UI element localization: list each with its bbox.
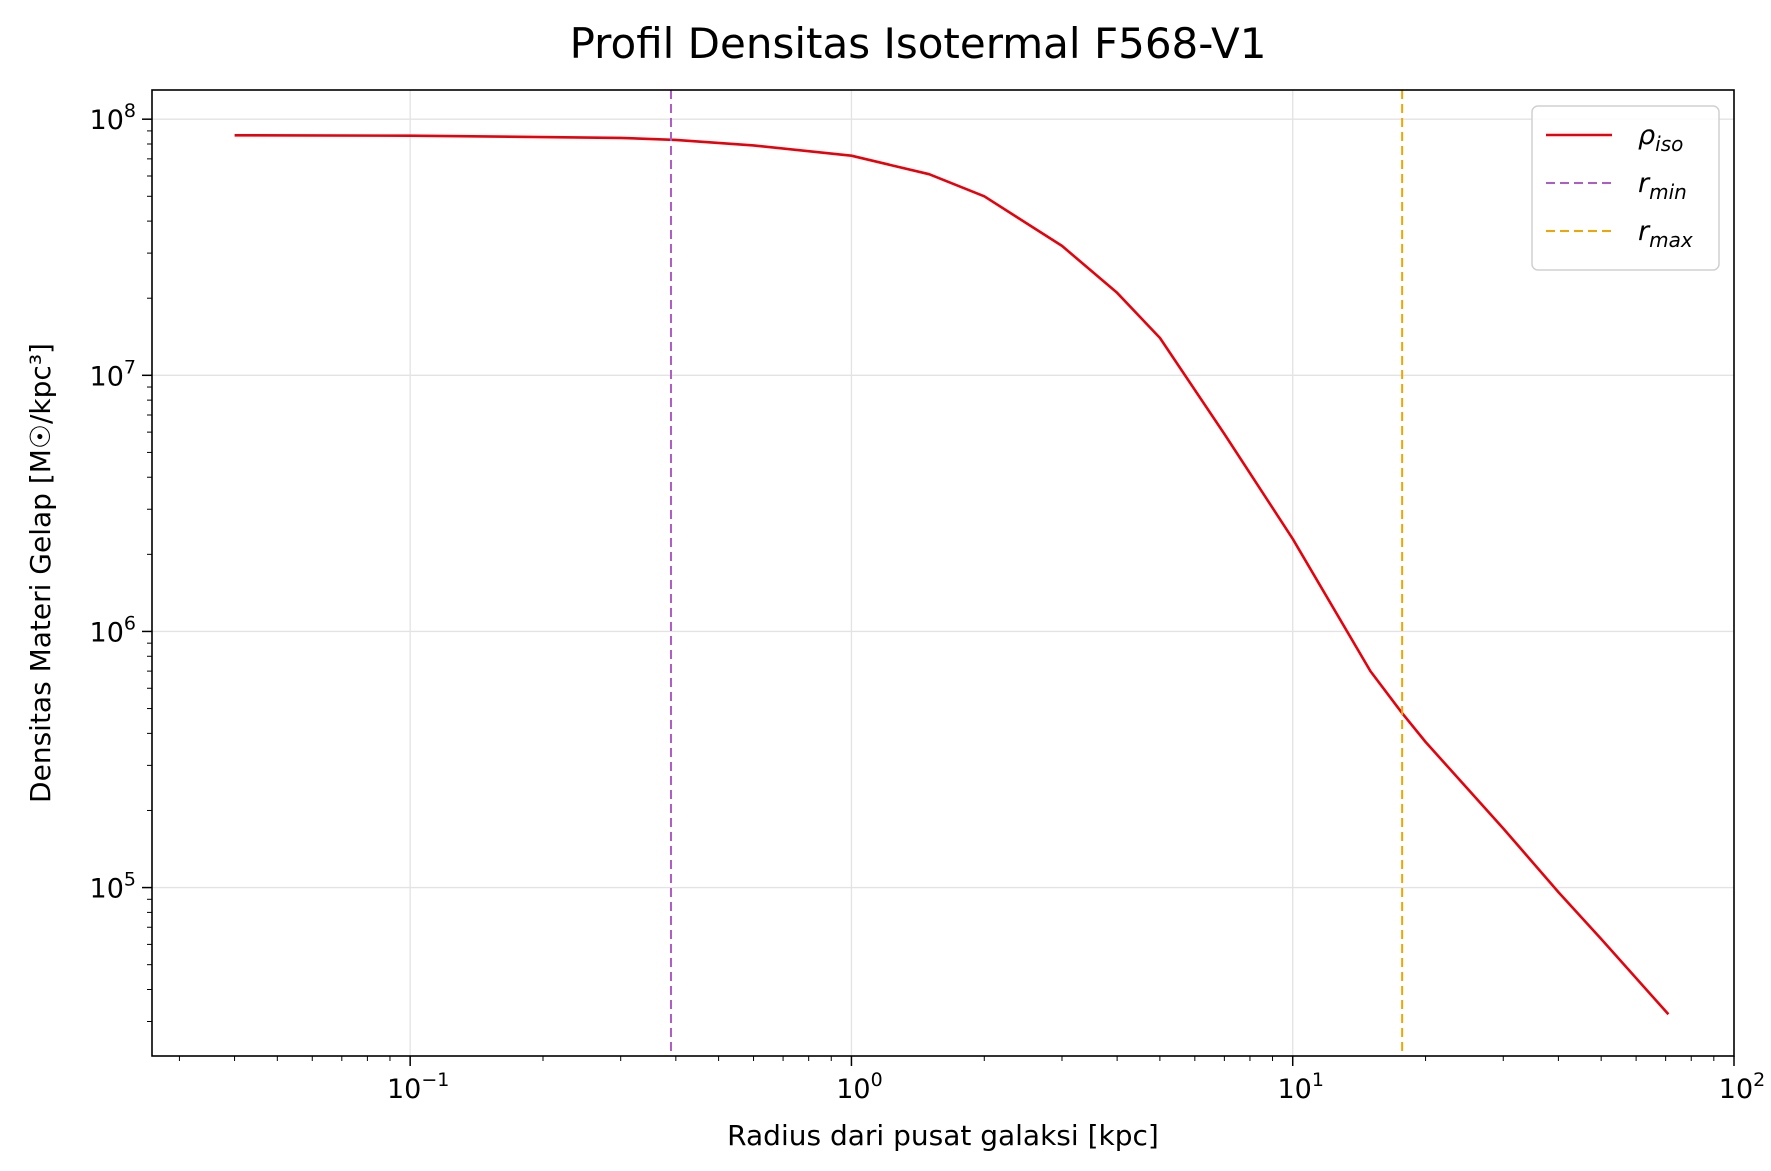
legend-label-max: rmax — [1638, 216, 1693, 252]
plot-frame — [151, 89, 1735, 1057]
y-tick-label: 108 — [90, 100, 136, 136]
y-tick-label: 105 — [90, 869, 136, 905]
x-tick-label: 10−1 — [387, 1069, 449, 1105]
y-axis-label: Densitas Materi Gelap [M☉/kpc³] — [24, 343, 57, 803]
chart-title: Profil Densitas Isotermal F568-V1 — [570, 19, 1267, 68]
x-tick-label: 101 — [1277, 1069, 1323, 1105]
legend-box — [1531, 105, 1720, 271]
x-axis-label: Radius dari pusat galaksi [kpc] — [727, 1119, 1159, 1152]
major-ticks: 10−1 100 101 102 105 106 107 108 — [90, 100, 1766, 1105]
legend-label-iso: ρiso — [1638, 120, 1683, 156]
legend: ρiso rmin rmax — [1531, 105, 1720, 271]
x-tick-label: 100 — [836, 1069, 882, 1105]
y-tick-label: 106 — [90, 612, 136, 648]
series-layer — [234, 90, 1670, 1056]
minor-ticks — [147, 130, 1715, 1061]
legend-label-min: rmin — [1638, 168, 1687, 204]
y-tick-label: 107 — [90, 356, 136, 392]
series-line-iso — [234, 134, 1670, 1016]
x-tick-label: 102 — [1719, 1069, 1765, 1105]
